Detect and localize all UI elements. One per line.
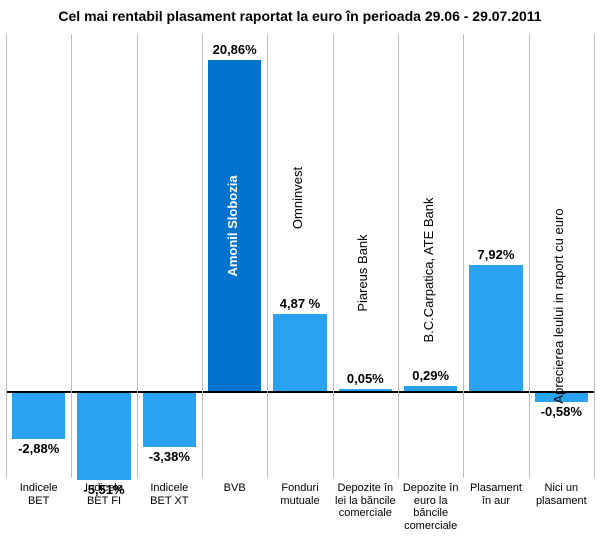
in-bar-label: Omninvest — [290, 98, 310, 298]
bar — [404, 386, 458, 391]
x-label: Depozite în lei la băncile comerciale — [335, 482, 396, 520]
in-bar-label: Amonil Slobozia — [225, 126, 245, 326]
value-label: -3,38% — [137, 449, 202, 464]
gridline — [398, 34, 399, 478]
value-label: 0,29% — [398, 368, 463, 383]
x-label: Indicele BET FI — [73, 482, 134, 507]
bar — [339, 389, 393, 391]
bar — [143, 393, 197, 447]
in-bar-label: Aprecierea leului in raport cu euro — [551, 206, 571, 406]
value-label: -2,88% — [6, 441, 71, 456]
x-label: Depozite în euro la băncile comerciale — [400, 482, 461, 533]
gridline — [267, 34, 268, 478]
in-bar-label: Piareus Bank — [355, 173, 375, 373]
bar — [469, 265, 523, 391]
gridline — [202, 34, 203, 478]
value-label: 0,05% — [333, 371, 398, 386]
x-label: Plasament în aur — [465, 482, 526, 507]
gridline — [6, 34, 7, 478]
gridline — [71, 34, 72, 478]
bar — [77, 393, 131, 480]
x-label: BVB — [204, 482, 265, 495]
value-label: -0,58% — [529, 404, 594, 419]
x-label: Indicele BET XT — [139, 482, 200, 507]
value-label: 4,87 % — [267, 296, 332, 311]
chart-title: Cel mai rentabil plasament raportat la e… — [0, 8, 600, 24]
x-label: Nici un plasament — [531, 482, 592, 507]
x-label: Indicele BET — [8, 482, 69, 507]
gridline — [594, 34, 595, 478]
value-label: 7,92% — [463, 247, 528, 262]
bar — [273, 314, 327, 391]
value-label: 20,86% — [202, 42, 267, 57]
bar — [12, 393, 66, 439]
in-bar-label: B.C.Carpatica, ATE Bank — [421, 170, 441, 370]
gridline — [333, 34, 334, 478]
gridline — [137, 34, 138, 478]
x-label: Fonduri mutuale — [269, 482, 330, 507]
